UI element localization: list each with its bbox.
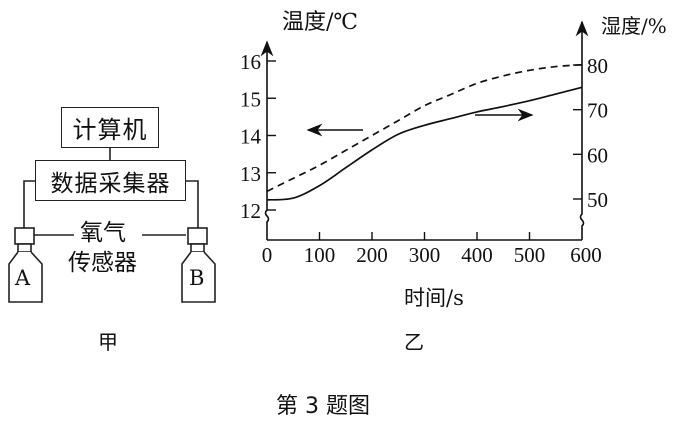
data-collector-label: 数据采集器 xyxy=(50,170,171,197)
right-y-tick-label: 50 xyxy=(587,188,608,212)
left-y-tick-label: 14 xyxy=(240,125,262,149)
humidity-line xyxy=(266,86,583,201)
data-collector-box: 数据采集器 xyxy=(35,160,186,201)
right-axis-title: 湿度/% xyxy=(601,14,667,38)
bottle-b-icon xyxy=(181,227,216,303)
x-tick-label: 400 xyxy=(461,243,493,267)
computer-label: 计算机 xyxy=(72,116,148,144)
left-y-axis xyxy=(260,40,274,240)
computer-box: 计算机 xyxy=(61,107,159,148)
x-tick-label: 600 xyxy=(570,243,602,267)
connector-lines xyxy=(8,147,216,303)
left-y-tick-label: 13 xyxy=(240,162,261,186)
left-y-tick-label: 16 xyxy=(240,50,261,74)
x-tick-label: 100 xyxy=(304,243,336,267)
x-tick-label: 500 xyxy=(514,243,546,267)
right-y-tick-label: 70 xyxy=(587,99,608,123)
bottle-b-label: B xyxy=(189,266,205,290)
chart-canvas: 0 100 200 300 400 500 600 12 13 14 15 16 50 60 70 80 xyxy=(240,20,608,267)
x-tick-label: 0 xyxy=(262,243,273,267)
bottle-a-icon xyxy=(8,227,43,303)
left-axis-title: 温度/℃ xyxy=(282,10,359,35)
sensor-label-line2: 传感器 xyxy=(68,250,137,276)
x-tick-label: 300 xyxy=(409,243,441,267)
figure-caption: 第 3 题图 xyxy=(276,394,370,419)
x-axis-title: 时间/s xyxy=(404,286,464,310)
x-tick-label: 200 xyxy=(356,243,388,267)
axis-arrows xyxy=(306,108,534,137)
temperature-line xyxy=(266,63,583,193)
panel-a-label: 甲 xyxy=(98,330,118,354)
sensor-label-line1: 氧气 xyxy=(80,220,126,246)
bottle-a-label: A xyxy=(15,266,31,290)
right-y-tick-label: 80 xyxy=(587,54,608,78)
left-y-tick-label: 12 xyxy=(240,199,261,223)
right-y-tick-label: 60 xyxy=(587,143,608,167)
panel-b-label: 乙 xyxy=(404,330,424,354)
series xyxy=(266,63,583,201)
axes xyxy=(260,20,589,241)
ticks: 0 100 200 300 400 500 600 12 13 14 15 16 50 60 70 80 xyxy=(240,50,608,267)
left-y-tick-label: 15 xyxy=(240,87,261,111)
right-y-axis xyxy=(575,20,589,240)
